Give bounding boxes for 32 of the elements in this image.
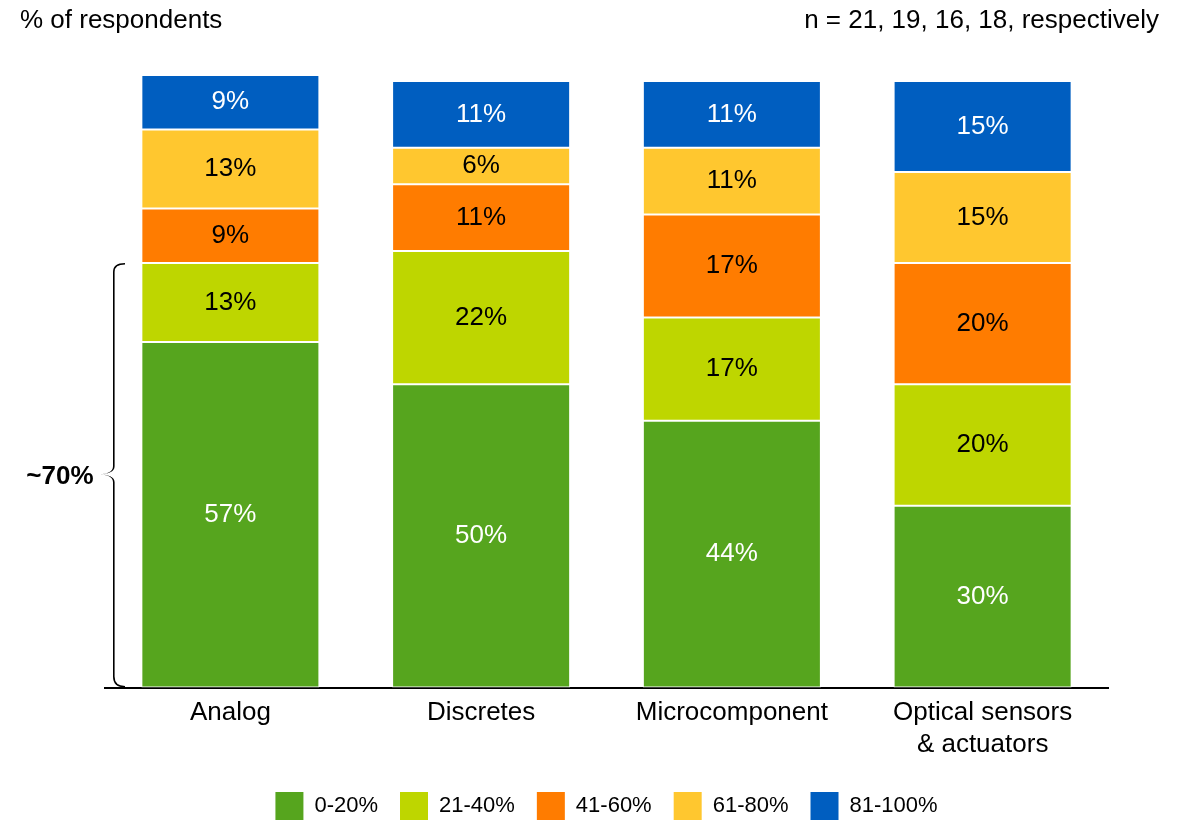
x-tick-label: Analog	[189, 696, 271, 727]
text: ~70%	[26, 459, 94, 491]
data-label: 11%	[456, 200, 507, 231]
legend-label: 21-40%	[439, 792, 515, 818]
legend-label: 0-20%	[314, 792, 379, 818]
data-label: 57%	[204, 497, 257, 528]
data-label: 11%	[456, 97, 507, 128]
data-label: 13%	[204, 152, 257, 183]
data-label: 9%	[211, 85, 250, 116]
data-label: 13%	[204, 285, 257, 316]
legend-label: 81-100%	[849, 792, 938, 818]
legend-label: 61-80%	[712, 792, 789, 818]
data-label: 44%	[705, 537, 758, 568]
data-label: 9%	[211, 218, 250, 249]
data-label: 15%	[956, 109, 1009, 140]
data-label: 20%	[956, 306, 1009, 337]
data-label: 30%	[956, 579, 1009, 610]
x-tick-label: Optical sensors & actuators	[893, 696, 1073, 758]
data-label: 6%	[462, 149, 500, 180]
data-label: 17%	[705, 249, 758, 280]
text: % of respondents	[20, 4, 223, 35]
text: n = 21, 19, 16, 18, respectively	[804, 4, 1159, 35]
data-label: 15%	[956, 200, 1009, 231]
legend-label: 41-60%	[575, 792, 652, 818]
data-label: 17%	[705, 352, 758, 383]
data-label: 20%	[956, 428, 1009, 459]
data-label: 50%	[455, 519, 508, 550]
data-label: 22%	[455, 300, 508, 331]
x-tick-label: Microcomponent	[635, 696, 829, 727]
data-label: 11%	[706, 97, 757, 128]
x-tick-label: Discretes	[426, 696, 536, 727]
data-label: 11%	[706, 164, 757, 195]
